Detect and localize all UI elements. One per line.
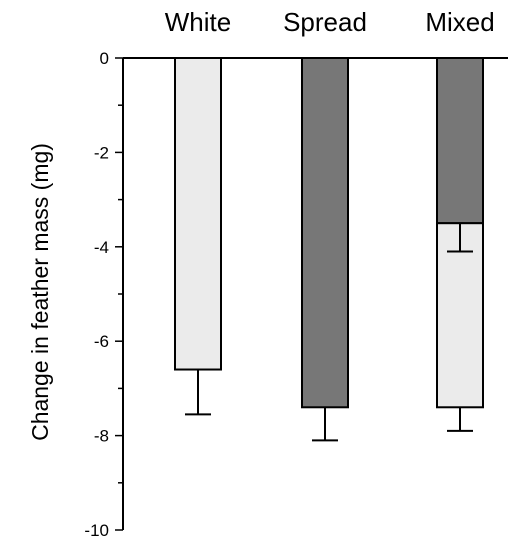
y-axis-ticks: 0 -2 -4 -6 -8 -10 — [84, 49, 123, 540]
category-label-white: White — [165, 7, 231, 37]
y-tick-label: -10 — [84, 521, 109, 540]
y-tick-label: -8 — [94, 427, 109, 446]
y-tick-label: -4 — [94, 238, 109, 257]
bar-white — [174, 57, 222, 371]
category-label-mixed: Mixed — [425, 7, 494, 37]
category-labels: White Spread Mixed — [165, 7, 495, 37]
bar-mixed-segment-1 — [436, 57, 484, 225]
y-tick-label: 0 — [100, 49, 109, 68]
bar-spread — [301, 57, 349, 409]
category-label-spread: Spread — [283, 7, 367, 37]
y-axis-label: Change in feather mass (mg) — [27, 143, 53, 441]
bar-mixed-segment-2 — [436, 222, 484, 409]
y-tick-label: -2 — [94, 143, 109, 162]
chart-marks — [174, 57, 484, 442]
y-tick-label: -6 — [94, 332, 109, 351]
